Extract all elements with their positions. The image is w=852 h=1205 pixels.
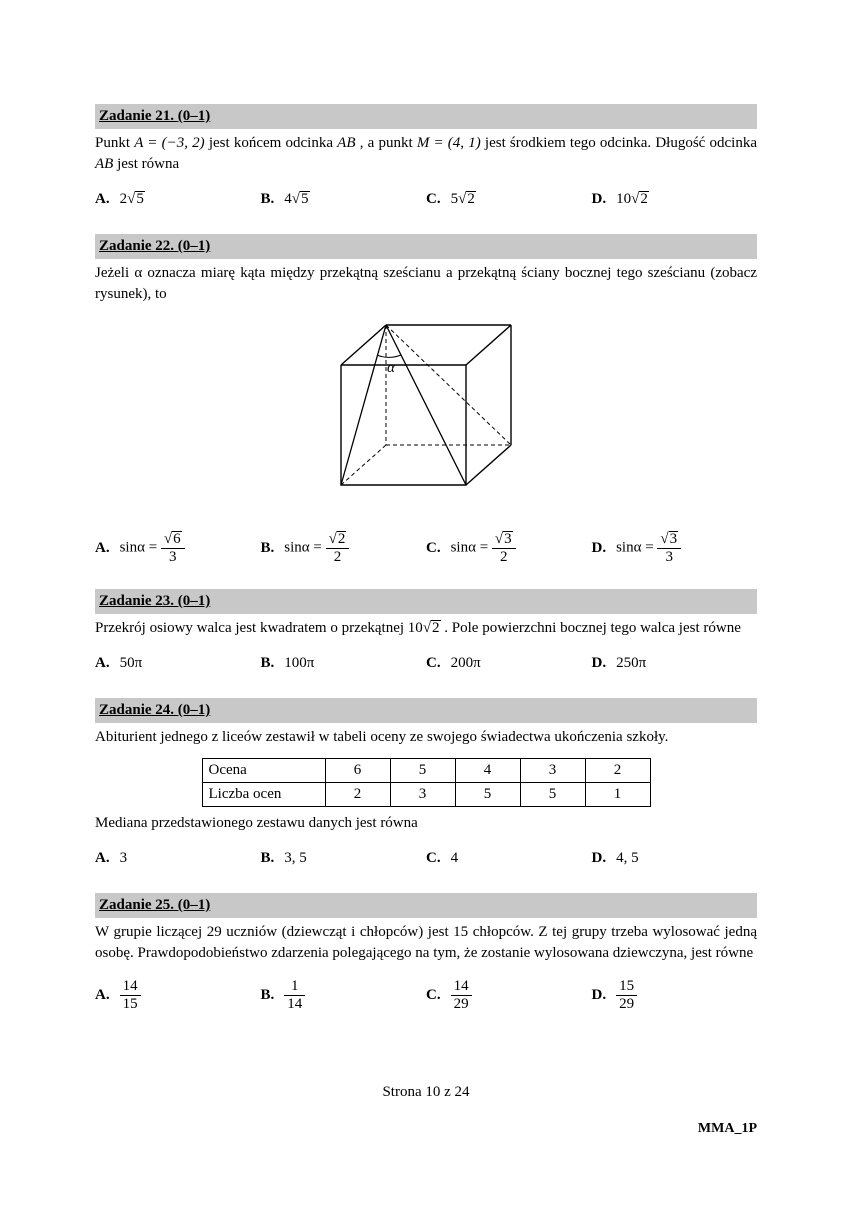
task-body: Przekrój osiowy walca jest kwadratem o p… bbox=[95, 618, 757, 639]
alpha-label: α bbox=[387, 360, 396, 376]
option-c: C.200π bbox=[426, 653, 592, 674]
option-a: A.3 bbox=[95, 848, 261, 869]
task-body: Jeżeli α oznacza miarę kąta między przek… bbox=[95, 263, 757, 305]
document-id: MMA_1P bbox=[95, 1119, 757, 1139]
option-a: A. 1415 bbox=[95, 978, 261, 1012]
option-d: D. sinα = √33 bbox=[592, 531, 758, 565]
option-d: D. 10√2 bbox=[592, 189, 758, 210]
option-a: A. 2√5 bbox=[95, 189, 261, 210]
option-c: C. 1429 bbox=[426, 978, 592, 1012]
math-inline: M = (4, 1) bbox=[417, 135, 481, 151]
options-row: A. 2√5 B. 4√5 C. 5√2 D. 10√2 bbox=[95, 189, 757, 210]
page-footer: Strona 10 z 24 bbox=[95, 1082, 757, 1103]
option-a: A.50π bbox=[95, 653, 261, 674]
table-row: Ocena 6 5 4 3 2 bbox=[202, 759, 650, 783]
task-header: Zadanie 24. (0–1) bbox=[95, 698, 757, 723]
option-d: D.4, 5 bbox=[592, 848, 758, 869]
option-a: A. sinα = √63 bbox=[95, 531, 261, 565]
option-b: B. sinα = √22 bbox=[261, 531, 427, 565]
option-d: D.250π bbox=[592, 653, 758, 674]
task-header: Zadanie 25. (0–1) bbox=[95, 893, 757, 918]
task-header: Zadanie 23. (0–1) bbox=[95, 589, 757, 614]
cube-diagram: α bbox=[95, 315, 757, 517]
task-body: Mediana przedstawionego zestawu danych j… bbox=[95, 813, 757, 834]
math-inline: A = (−3, 2) bbox=[134, 135, 204, 151]
option-b: B.3, 5 bbox=[261, 848, 427, 869]
option-d: D. 1529 bbox=[592, 978, 758, 1012]
options-row: A. 1415 B. 114 C. 1429 D. 1529 bbox=[95, 978, 757, 1012]
options-row: A.50π B.100π C.200π D.250π bbox=[95, 653, 757, 674]
option-c: C.4 bbox=[426, 848, 592, 869]
task-body: Abiturient jednego z liceów zestawił w t… bbox=[95, 727, 757, 748]
table-row: Liczba ocen 2 3 5 5 1 bbox=[202, 783, 650, 807]
options-row: A.3 B.3, 5 C.4 D.4, 5 bbox=[95, 848, 757, 869]
option-b: B. 114 bbox=[261, 978, 427, 1012]
options-row: A. sinα = √63 B. sinα = √22 C. sinα = √3… bbox=[95, 531, 757, 565]
grades-table: Ocena 6 5 4 3 2 Liczba ocen 2 3 5 5 1 bbox=[202, 758, 651, 807]
task-header: Zadanie 21. (0–1) bbox=[95, 104, 757, 129]
task-body: Punkt A = (−3, 2) jest końcem odcinka AB… bbox=[95, 133, 757, 175]
option-b: B.100π bbox=[261, 653, 427, 674]
task-body: W grupie liczącej 29 uczniów (dziewcząt … bbox=[95, 922, 757, 964]
option-b: B. 4√5 bbox=[261, 189, 427, 210]
option-c: C. 5√2 bbox=[426, 189, 592, 210]
option-c: C. sinα = √32 bbox=[426, 531, 592, 565]
task-header: Zadanie 22. (0–1) bbox=[95, 234, 757, 259]
